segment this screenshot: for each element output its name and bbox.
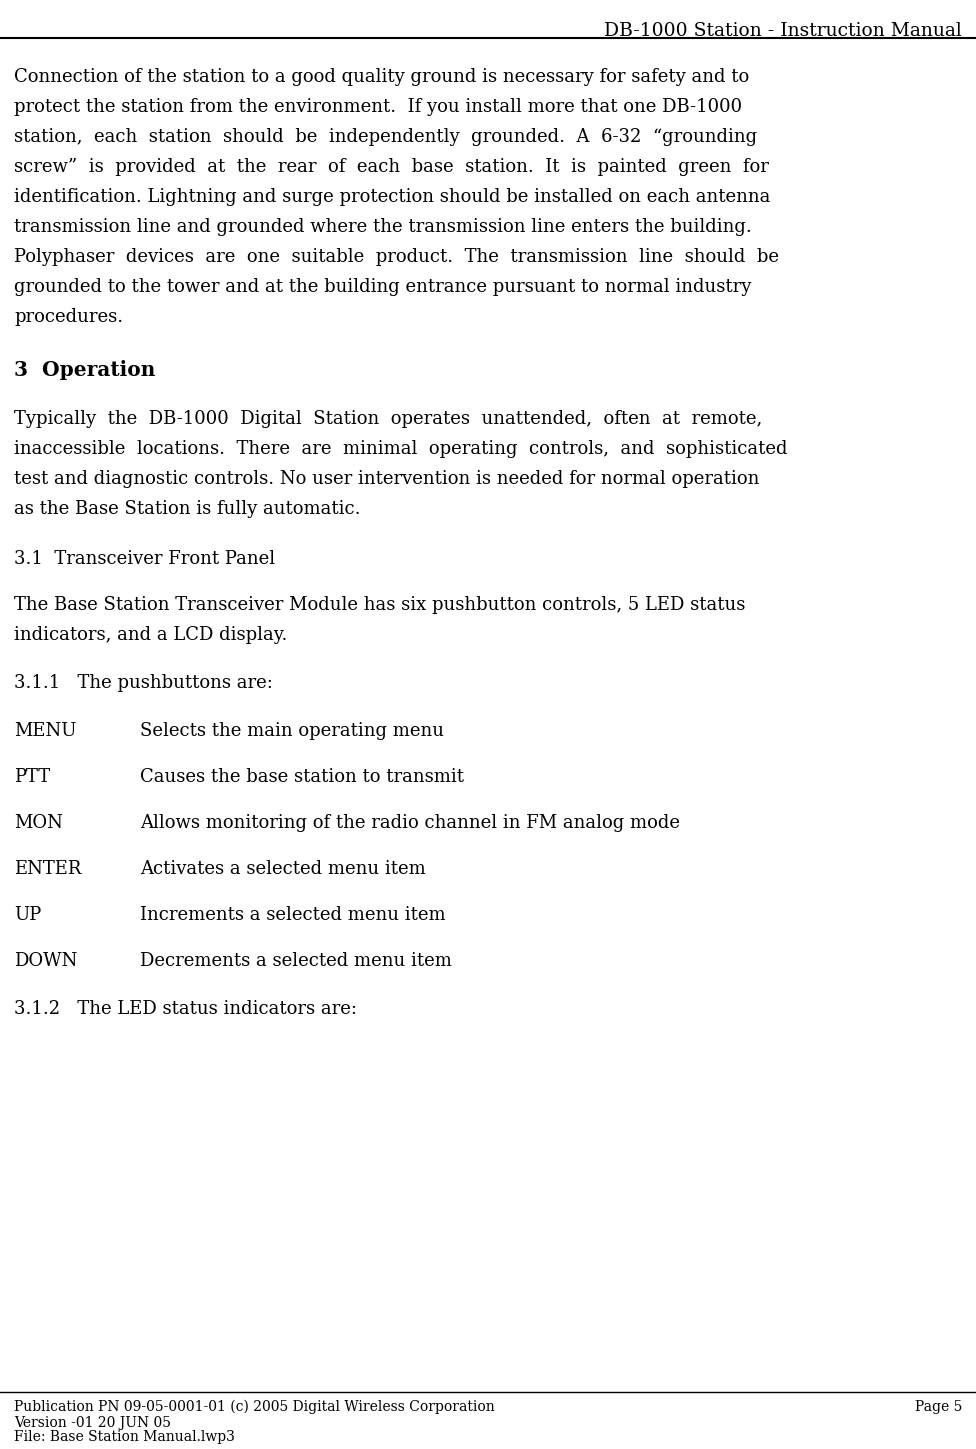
Text: Typically  the  DB-1000  Digital  Station  operates  unattended,  often  at  rem: Typically the DB-1000 Digital Station op… [14,410,762,427]
Text: MENU: MENU [14,722,76,740]
Text: station,  each  station  should  be  independently  grounded.  A  6-32  “groundi: station, each station should be independ… [14,128,757,146]
Text: Increments a selected menu item: Increments a selected menu item [140,906,446,924]
Text: inaccessible  locations.  There  are  minimal  operating  controls,  and  sophis: inaccessible locations. There are minima… [14,440,788,458]
Text: PTT: PTT [14,768,50,785]
Text: identification. Lightning and surge protection should be installed on each anten: identification. Lightning and surge prot… [14,188,770,206]
Text: File: Base Station Manual.lwp3: File: Base Station Manual.lwp3 [14,1430,235,1445]
Text: Causes the base station to transmit: Causes the base station to transmit [140,768,464,785]
Text: as the Base Station is fully automatic.: as the Base Station is fully automatic. [14,500,360,517]
Text: MON: MON [14,814,62,832]
Text: The Base Station Transceiver Module has six pushbutton controls, 5 LED status: The Base Station Transceiver Module has … [14,596,746,614]
Text: ENTER: ENTER [14,861,81,878]
Text: Publication PN 09-05-0001-01 (c) 2005 Digital Wireless Corporation: Publication PN 09-05-0001-01 (c) 2005 Di… [14,1400,495,1414]
Text: Version -01 20 JUN 05: Version -01 20 JUN 05 [14,1416,171,1430]
Text: 3.1.1   The pushbuttons are:: 3.1.1 The pushbuttons are: [14,674,273,693]
Text: indicators, and a LCD display.: indicators, and a LCD display. [14,626,287,643]
Text: Decrements a selected menu item: Decrements a selected menu item [140,952,452,969]
Text: Page 5: Page 5 [915,1400,962,1414]
Text: grounded to the tower and at the building entrance pursuant to normal industry: grounded to the tower and at the buildin… [14,278,752,296]
Text: Selects the main operating menu: Selects the main operating menu [140,722,444,740]
Text: 3.1.2   The LED status indicators are:: 3.1.2 The LED status indicators are: [14,1000,357,1019]
Text: DB-1000 Station - Instruction Manual: DB-1000 Station - Instruction Manual [604,22,962,41]
Text: screw”  is  provided  at  the  rear  of  each  base  station.  It  is  painted  : screw” is provided at the rear of each b… [14,158,769,175]
Text: 3  Operation: 3 Operation [14,359,155,380]
Text: Allows monitoring of the radio channel in FM analog mode: Allows monitoring of the radio channel i… [140,814,680,832]
Text: Activates a selected menu item: Activates a selected menu item [140,861,426,878]
Text: transmission line and grounded where the transmission line enters the building.: transmission line and grounded where the… [14,217,752,236]
Text: 3.1  Transceiver Front Panel: 3.1 Transceiver Front Panel [14,551,275,568]
Text: Polyphaser  devices  are  one  suitable  product.  The  transmission  line  shou: Polyphaser devices are one suitable prod… [14,248,779,267]
Text: test and diagnostic controls. No user intervention is needed for normal operatio: test and diagnostic controls. No user in… [14,469,759,488]
Text: protect the station from the environment.  If you install more that one DB-1000: protect the station from the environment… [14,99,742,116]
Text: DOWN: DOWN [14,952,77,969]
Text: Connection of the station to a good quality ground is necessary for safety and t: Connection of the station to a good qual… [14,68,750,85]
Text: UP: UP [14,906,41,924]
Text: procedures.: procedures. [14,309,123,326]
